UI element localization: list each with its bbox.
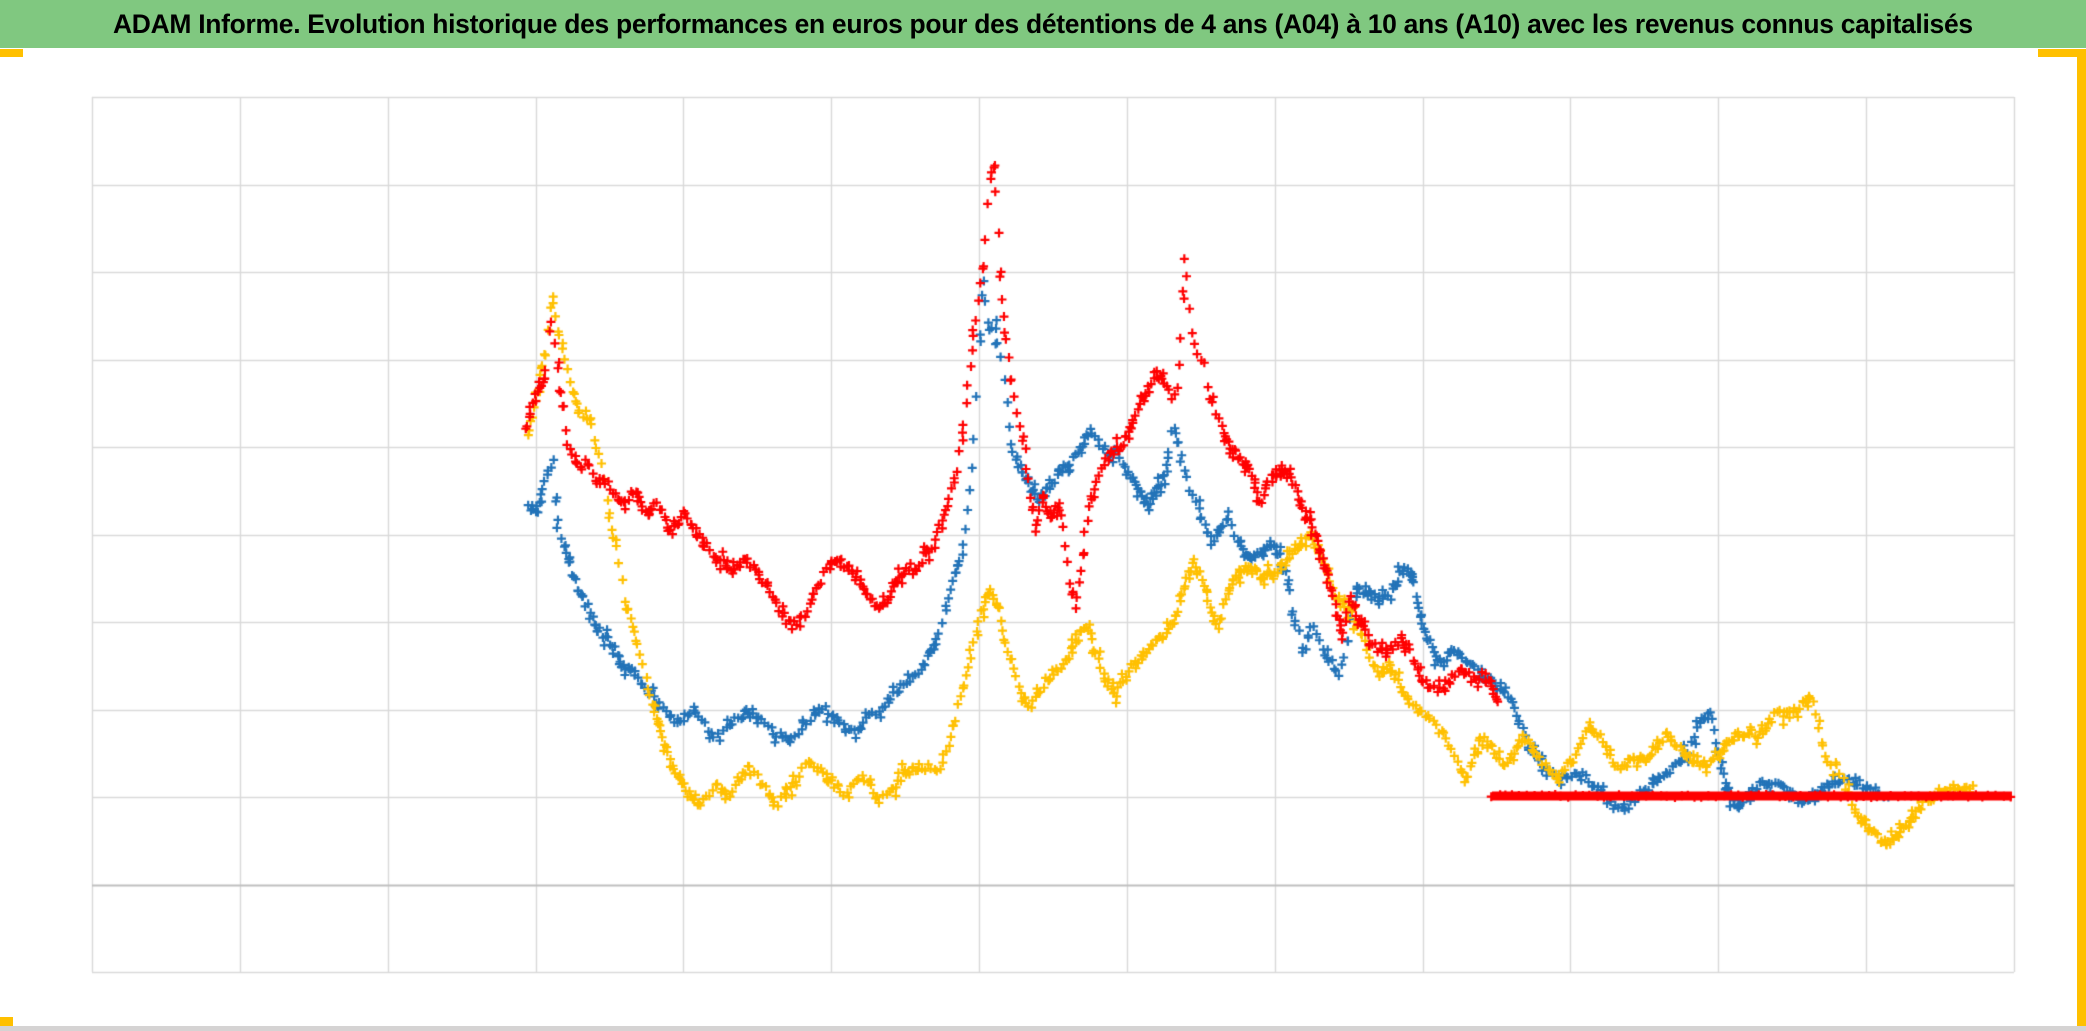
frame-accent-bottom-left [0,1017,13,1026]
frame-accent-top-right [2038,49,2086,57]
frame-accent-top-left [0,49,23,57]
frame-accent-right-edge [2077,49,2086,1026]
bottom-edge-bar [0,1026,2086,1031]
